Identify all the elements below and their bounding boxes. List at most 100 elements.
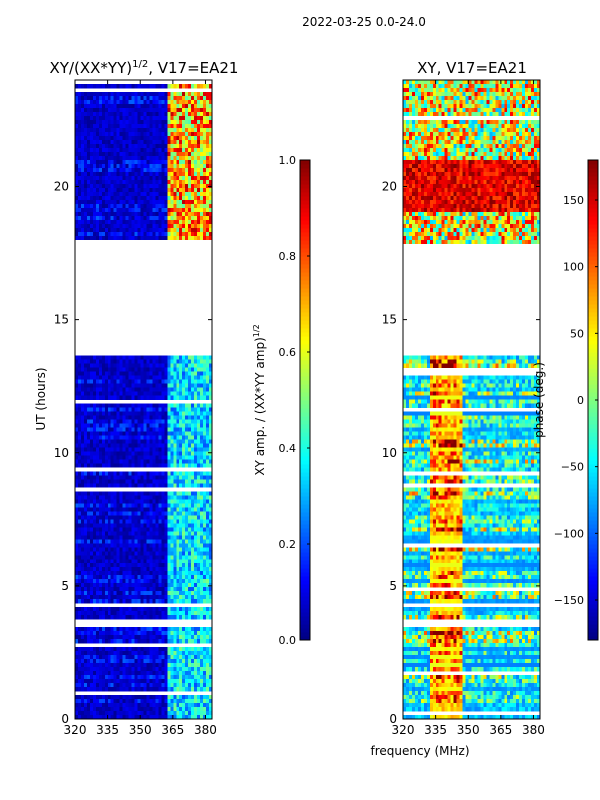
heatmap-cell [125, 163, 129, 169]
heatmap-cell [194, 99, 198, 105]
heatmap-cell [173, 559, 177, 564]
heatmap-cell [77, 651, 82, 656]
heatmap-cell [89, 95, 94, 101]
heatmap-cell [113, 91, 117, 97]
heatmap-cell [161, 647, 165, 652]
heatmap-cell [83, 551, 88, 556]
heatmap-cell [209, 559, 213, 564]
heatmap-cell [146, 83, 150, 89]
heatmap-cell [98, 83, 103, 89]
heatmap-cell [152, 599, 156, 604]
heatmap-cell [158, 119, 162, 125]
heatmap-cell [116, 111, 120, 117]
heatmap-cell [134, 175, 138, 181]
heatmap-cell [203, 119, 207, 125]
heatmap-cell [86, 515, 91, 520]
heatmap-cell [170, 539, 174, 544]
heatmap-cell [167, 599, 171, 604]
heatmap-cell [206, 587, 210, 592]
heatmap-cell [75, 611, 79, 616]
heatmap-cell [140, 555, 144, 560]
heatmap-cell [137, 187, 141, 193]
heatmap-cell [152, 363, 156, 368]
heatmap-cell [170, 123, 174, 129]
heatmap-cell [80, 447, 85, 452]
heatmap-cell [89, 551, 94, 556]
heatmap-cell [128, 83, 132, 89]
heatmap-cell [104, 591, 109, 596]
heatmap-cell [173, 151, 177, 157]
heatmap-cell [104, 207, 109, 213]
heatmap-cell [185, 655, 189, 660]
heatmap-cell [191, 183, 195, 189]
heatmap-cell [194, 227, 198, 233]
heatmap-cell [83, 451, 88, 456]
heatmap-cell [164, 383, 168, 388]
heatmap-cell [179, 443, 183, 448]
heatmap-cell [98, 543, 103, 548]
heatmap-cell [170, 415, 174, 420]
heatmap-cell [92, 587, 97, 592]
heatmap-cell [137, 647, 141, 652]
heatmap-cell [197, 171, 201, 177]
heatmap-cell [107, 83, 112, 89]
heatmap-cell [152, 219, 156, 225]
heatmap-cell [128, 439, 132, 444]
heatmap-cell [170, 191, 174, 197]
heatmap-cell [134, 635, 138, 640]
heatmap-cell [200, 203, 204, 209]
heatmap-cell [209, 591, 213, 596]
heatmap-cell [182, 607, 186, 612]
heatmap-cell [116, 207, 120, 213]
heatmap-cell [185, 639, 189, 644]
heatmap-cell [125, 567, 129, 572]
heatmap-cell [125, 527, 129, 532]
heatmap-cell [131, 135, 135, 141]
heatmap-cell [152, 223, 156, 229]
heatmap-cell [95, 395, 100, 400]
heatmap-cell [92, 475, 97, 480]
heatmap-cell [176, 451, 180, 456]
heatmap-cell [86, 99, 91, 105]
heatmap-cell [188, 215, 192, 221]
heatmap-cell [203, 375, 207, 380]
heatmap-cell [134, 591, 138, 596]
heatmap-cell [86, 535, 91, 540]
heatmap-cell [140, 607, 144, 612]
heatmap-cell [161, 587, 165, 592]
heatmap-cell [209, 159, 213, 165]
heatmap-cell [125, 367, 129, 372]
heatmap-cell [89, 115, 94, 121]
heatmap-cell [146, 587, 150, 592]
heatmap-cell [77, 531, 82, 536]
heatmap-cell [134, 663, 138, 668]
heatmap-cell [86, 591, 91, 596]
heatmap-cell [179, 131, 183, 137]
heatmap-cell [122, 499, 126, 504]
heatmap-cell [95, 515, 100, 520]
heatmap-cell [107, 539, 112, 544]
heatmap-cell [104, 391, 109, 396]
heatmap-cell [128, 211, 132, 217]
heatmap-cell [134, 443, 138, 448]
heatmap-cell [134, 647, 138, 652]
heatmap-cell [167, 579, 171, 584]
heatmap-cell [107, 519, 112, 524]
heatmap-cell [170, 483, 174, 488]
heatmap-cell [107, 191, 112, 197]
heatmap-cell [119, 595, 123, 600]
heatmap-cell [203, 555, 207, 560]
heatmap-cell [209, 511, 213, 516]
heatmap-cell [176, 195, 180, 201]
heatmap-cell [173, 383, 177, 388]
heatmap-cell [200, 591, 204, 596]
heatmap-cell [173, 551, 177, 556]
heatmap-cell [206, 107, 210, 113]
heatmap-cell [119, 139, 123, 145]
heatmap-cell [116, 511, 120, 516]
heatmap-cell [116, 639, 120, 644]
heatmap-cell [146, 163, 150, 169]
heatmap-cell [107, 543, 112, 548]
heatmap-cell [149, 223, 153, 229]
heatmap-cell [122, 635, 126, 640]
